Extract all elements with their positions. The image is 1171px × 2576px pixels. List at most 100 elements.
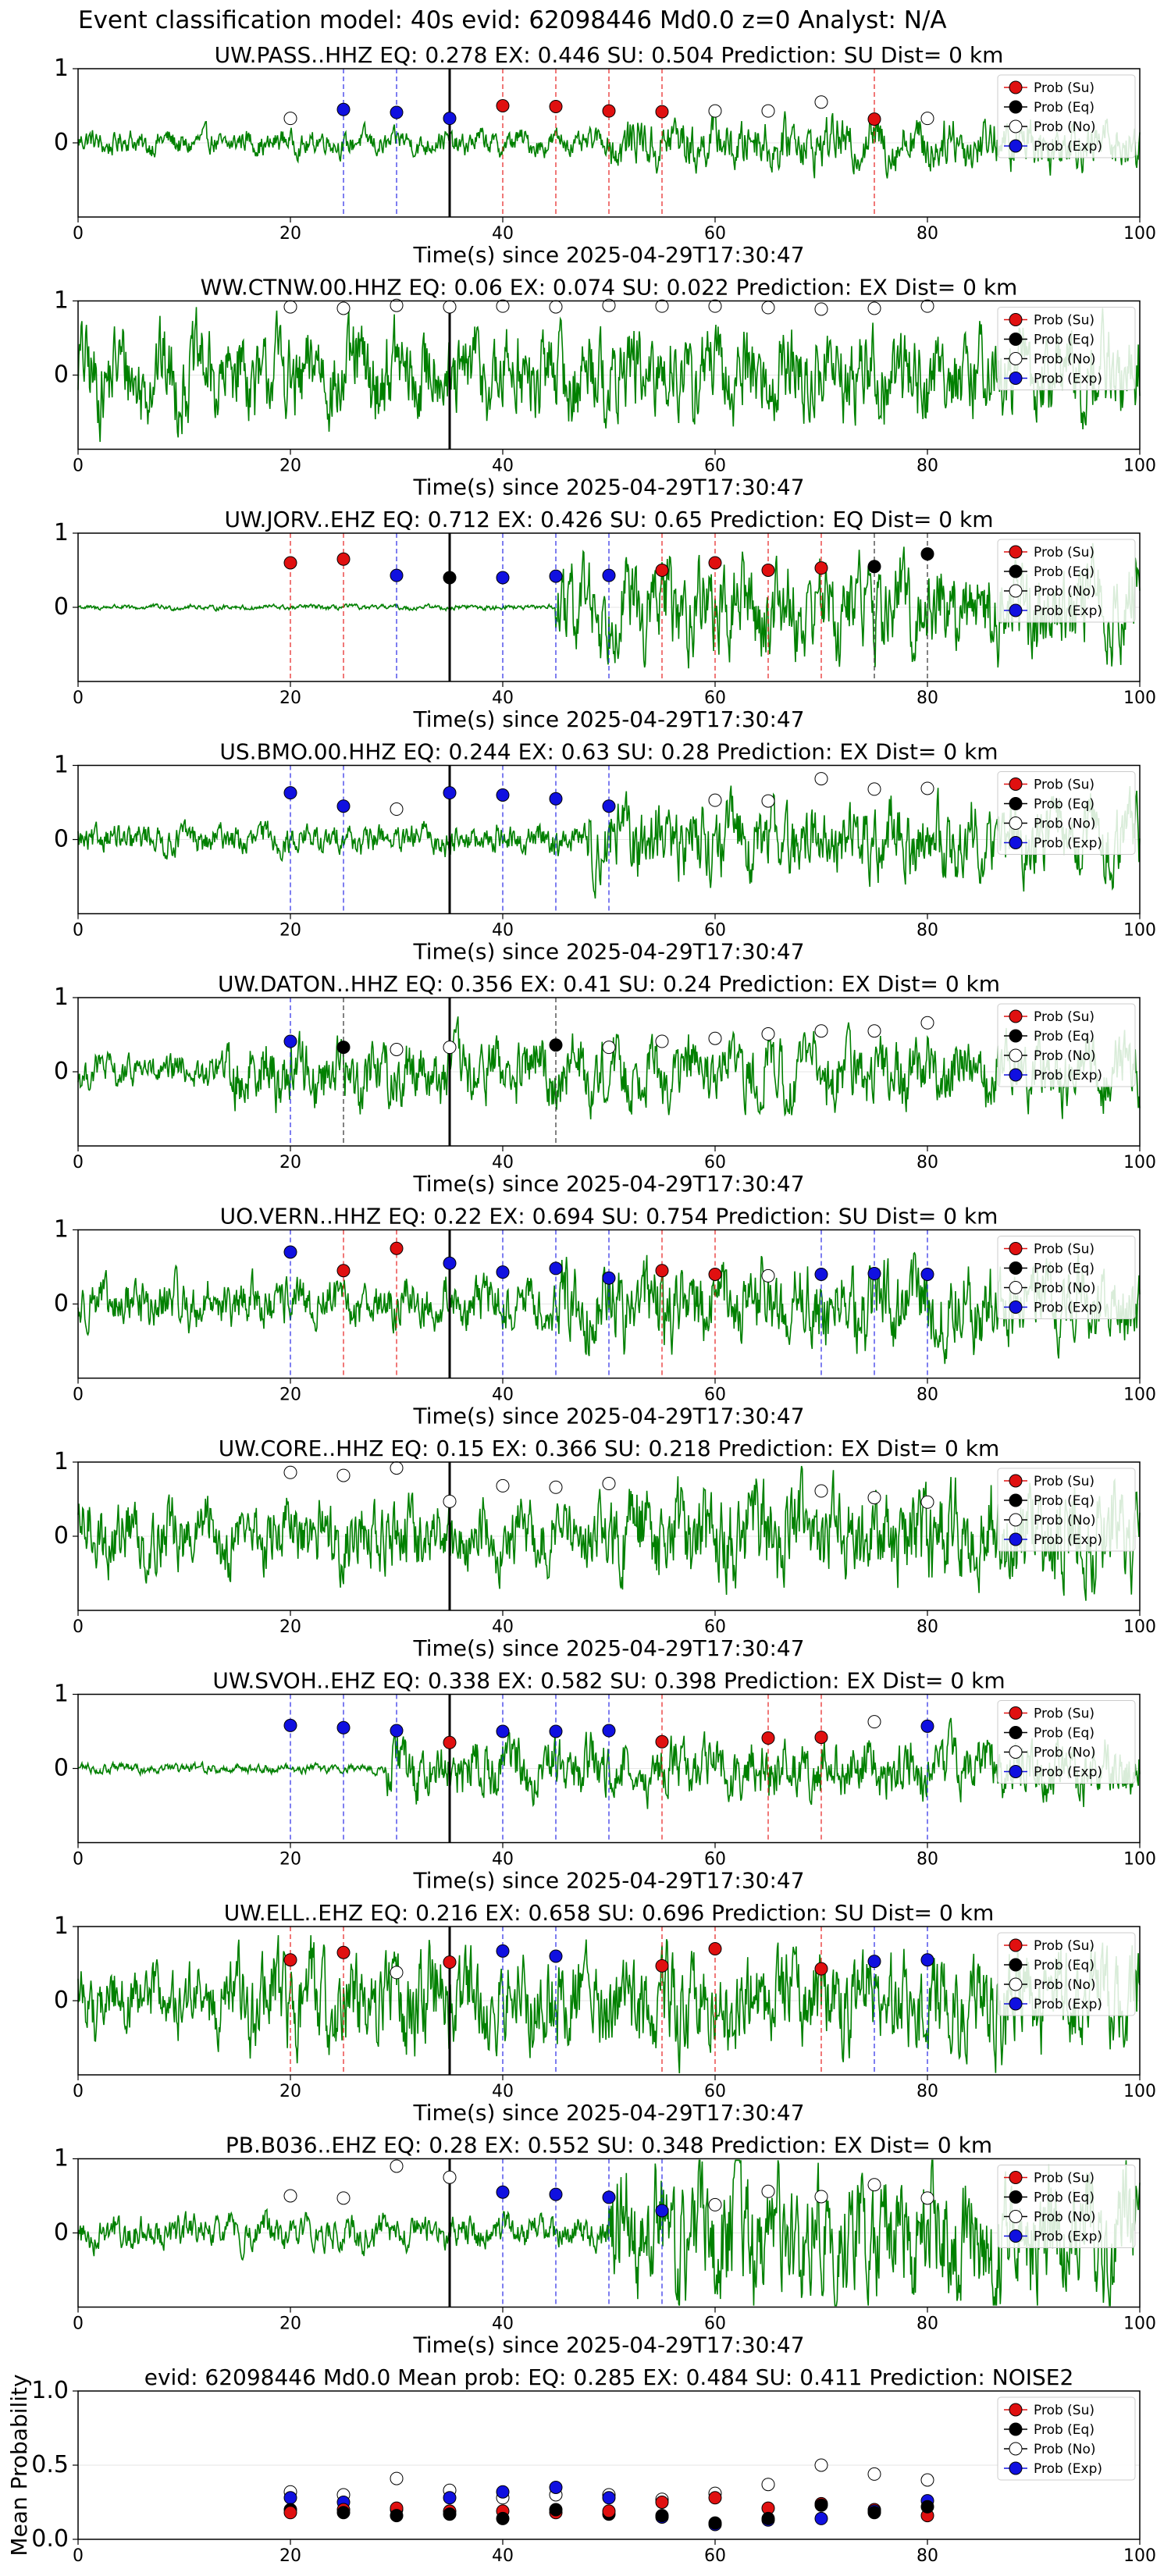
panel-1: 0 20 40 60 80 100 0 1 UW.PASS..HHZ EQ: 0.278 EX:… xyxy=(54,42,1156,268)
prob-marker-eq xyxy=(761,2511,775,2525)
prob-marker-su xyxy=(602,104,616,118)
x-tick-label: 60 xyxy=(704,457,726,476)
legend-label-su: Prob (Su) xyxy=(1034,1242,1094,1258)
legend-label-eq: Prob (Eq) xyxy=(1034,1261,1094,1277)
prob-marker-eq xyxy=(336,2506,351,2520)
x-tick-label: 100 xyxy=(1123,2082,1156,2101)
prob-marker-no xyxy=(761,301,775,315)
x-tick-label: 100 xyxy=(1123,2546,1156,2566)
prob-marker-no xyxy=(443,300,457,314)
prob-marker-eq xyxy=(867,560,881,574)
prob-marker-no xyxy=(549,300,563,314)
prob-marker-exp xyxy=(867,1267,881,1281)
x-axis-label: Time(s) since 2025-04-29T17:30:47 xyxy=(412,475,804,500)
x-tick-label: 20 xyxy=(279,688,301,708)
prob-marker-exp xyxy=(549,2187,563,2201)
x-tick-label: 100 xyxy=(1123,1850,1156,1870)
y-tick-label: 1 xyxy=(54,1216,69,1244)
panel-title: evid: 62098446 Md0.0 Mean prob: EQ: 0.28… xyxy=(144,2364,1074,2390)
legend-marker-su xyxy=(1009,777,1023,791)
legend-marker-exp xyxy=(1009,2461,1023,2475)
legend-marker-exp xyxy=(1009,139,1023,153)
prob-marker-no xyxy=(814,302,828,316)
prob-marker-no xyxy=(496,1478,510,1493)
legend-marker-eq xyxy=(1009,1493,1023,1507)
x-tick-label: 80 xyxy=(917,1617,938,1637)
prob-marker-su xyxy=(390,1241,404,1255)
prob-marker-no xyxy=(336,2191,351,2205)
prob-marker-exp xyxy=(655,2204,669,2218)
x-tick-label: 60 xyxy=(704,224,726,244)
legend-label-eq: Prob (Eq) xyxy=(1034,100,1094,116)
prob-marker-no xyxy=(814,2190,828,2204)
waveform-trace xyxy=(77,1465,1141,1601)
prob-marker-exp xyxy=(443,2491,457,2505)
legend-label-no: Prob (No) xyxy=(1034,1281,1096,1297)
prob-marker-exp xyxy=(814,1268,828,1281)
prob-marker-su xyxy=(443,1955,457,1969)
panel-title: WW.CTNW.00.HHZ EQ: 0.06 EX: 0.074 SU: 0.… xyxy=(201,275,1018,301)
legend-label-exp: Prob (Exp) xyxy=(1034,1300,1102,1316)
x-axis-label: Time(s) since 2025-04-29T17:30:47 xyxy=(412,242,804,268)
legend-box xyxy=(997,1932,1136,2016)
waveform-trace xyxy=(77,1935,1141,2074)
x-tick-label: 0 xyxy=(73,2546,84,2566)
legend-marker-exp xyxy=(1009,1068,1023,1082)
x-axis-label: Time(s) since 2025-04-29T17:30:47 xyxy=(412,706,804,732)
prob-marker-su xyxy=(655,1264,669,1278)
prob-marker-no xyxy=(443,1494,457,1508)
prob-marker-no xyxy=(390,1461,404,1475)
y-tick-label: 1 xyxy=(54,287,69,315)
prob-marker-exp xyxy=(496,1265,510,1279)
legend-label-no: Prob (No) xyxy=(1034,2442,1096,2457)
legend-label-no: Prob (No) xyxy=(1034,1048,1096,1064)
prob-marker-no xyxy=(390,1966,404,1980)
prob-marker-su xyxy=(655,1959,669,1973)
prob-marker-su xyxy=(867,112,881,126)
x-tick-label: 0 xyxy=(73,688,84,708)
prob-marker-no xyxy=(761,2478,775,2492)
x-tick-label: 100 xyxy=(1123,1386,1156,1405)
prob-marker-eq xyxy=(496,2511,510,2525)
prob-marker-exp xyxy=(602,1271,616,1285)
legend-marker-no xyxy=(1009,2210,1023,2223)
legend-label-eq: Prob (Eq) xyxy=(1034,2422,1094,2438)
waveform-trace xyxy=(77,105,1141,179)
prob-marker-exp xyxy=(814,2511,828,2525)
prob-marker-exp xyxy=(602,799,616,813)
legend-label-su: Prob (Su) xyxy=(1034,2171,1094,2186)
legend-label-eq: Prob (Eq) xyxy=(1034,1493,1094,1509)
x-tick-label: 80 xyxy=(917,224,938,244)
prob-marker-no xyxy=(708,104,722,118)
x-tick-label: 20 xyxy=(279,457,301,476)
legend-marker-su xyxy=(1009,1474,1023,1488)
x-tick-label: 20 xyxy=(279,2082,301,2101)
prob-marker-no xyxy=(390,1043,404,1056)
prob-marker-su xyxy=(336,552,351,566)
prob-marker-no xyxy=(708,1031,722,1045)
panel-4: 0 20 40 60 80 100 0 1 US.BMO.00.HHZ EQ: 0.244 EX… xyxy=(54,739,1156,965)
legend-marker-exp xyxy=(1009,603,1023,617)
prob-marker-no xyxy=(920,1495,934,1509)
x-tick-label: 80 xyxy=(917,2546,938,2566)
legend-label-su: Prob (Su) xyxy=(1034,80,1094,96)
x-tick-label: 20 xyxy=(279,1850,301,1870)
prob-marker-exp xyxy=(390,568,404,582)
prob-marker-exp xyxy=(390,1724,404,1738)
prob-marker-exp xyxy=(283,1245,297,1259)
legend-box xyxy=(997,1236,1136,1319)
legend-label-su: Prob (Su) xyxy=(1034,1474,1094,1489)
panel-11: 0 20 40 60 80 100 0.0 0.5 1.0 evid: 62098446 Md0.… xyxy=(6,2364,1156,2566)
legend-marker-eq xyxy=(1009,2190,1023,2204)
x-tick-label: 20 xyxy=(279,921,301,941)
x-tick-label: 20 xyxy=(279,1386,301,1405)
prob-marker-exp xyxy=(283,786,297,800)
prob-marker-no xyxy=(655,299,669,313)
prob-marker-eq xyxy=(867,2506,881,2520)
prob-marker-eq xyxy=(655,2509,669,2523)
panel-7: 0 20 40 60 80 100 0 1 UW.CORE..HHZ EQ: 0.15 EX: … xyxy=(54,1436,1156,1661)
prob-marker-exp xyxy=(602,2491,616,2505)
x-tick-label: 100 xyxy=(1123,2314,1156,2334)
x-tick-label: 20 xyxy=(279,2546,301,2566)
legend-marker-su xyxy=(1009,1938,1023,1952)
